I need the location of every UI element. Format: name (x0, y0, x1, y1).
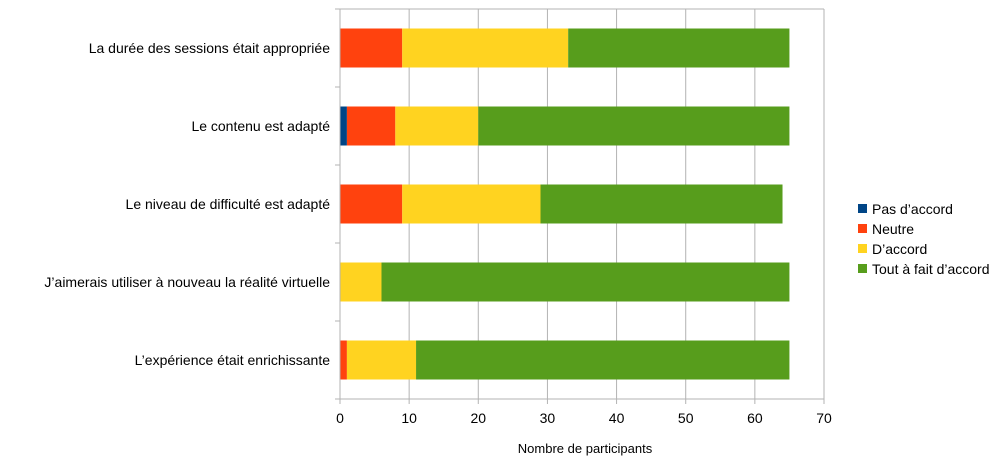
bar-segment (340, 340, 347, 380)
bar-segment (340, 262, 382, 302)
bar-segment (340, 28, 403, 68)
tick-label: 0 (336, 410, 344, 426)
bar-segment (340, 184, 403, 224)
legend-label: Pas d’accord (872, 201, 953, 217)
category-label: L’expérience était enrichissante (135, 352, 331, 368)
bar-segment (402, 28, 569, 68)
legend-label: Tout à fait d’accord (872, 261, 990, 277)
tick-label: 60 (747, 410, 763, 426)
category-label: Le contenu est adapté (191, 118, 330, 134)
legend-label: Neutre (872, 221, 914, 237)
bar-segment (478, 106, 790, 146)
bar-segment (340, 106, 347, 146)
category-label: J’aimerais utiliser à nouveau la réalité… (44, 274, 330, 290)
bars (340, 28, 790, 380)
tick-label: 40 (609, 410, 625, 426)
tick-label: 10 (401, 410, 417, 426)
bar-segment (540, 184, 783, 224)
bar-segment (416, 340, 790, 380)
bar-segment (346, 106, 396, 146)
legend-swatch (858, 204, 867, 213)
tick-label: 50 (678, 410, 694, 426)
category-labels: La durée des sessions était appropriée Le… (44, 40, 330, 368)
bar-segment (395, 106, 479, 146)
legend-swatch (858, 244, 867, 253)
tick-label: 30 (540, 410, 556, 426)
bar-segment (381, 262, 790, 302)
bar-segment (568, 28, 790, 68)
tick-label: 70 (816, 410, 832, 426)
category-label: La durée des sessions était appropriée (89, 40, 330, 56)
category-label: Le niveau de difficulté est adapté (126, 196, 331, 212)
bar-segment (402, 184, 541, 224)
legend: Pas d’accord Neutre D’accord Tout à fait d’… (858, 201, 990, 277)
x-axis-title: Nombre de participants (518, 441, 653, 456)
legend-swatch (858, 264, 867, 273)
legend-label: D’accord (872, 241, 927, 257)
tick-label: 20 (470, 410, 486, 426)
axes (335, 8, 825, 404)
legend-swatch (858, 224, 867, 233)
bar-segment (346, 340, 417, 380)
tick-labels: 0 10 20 30 40 50 60 70 (336, 410, 832, 426)
